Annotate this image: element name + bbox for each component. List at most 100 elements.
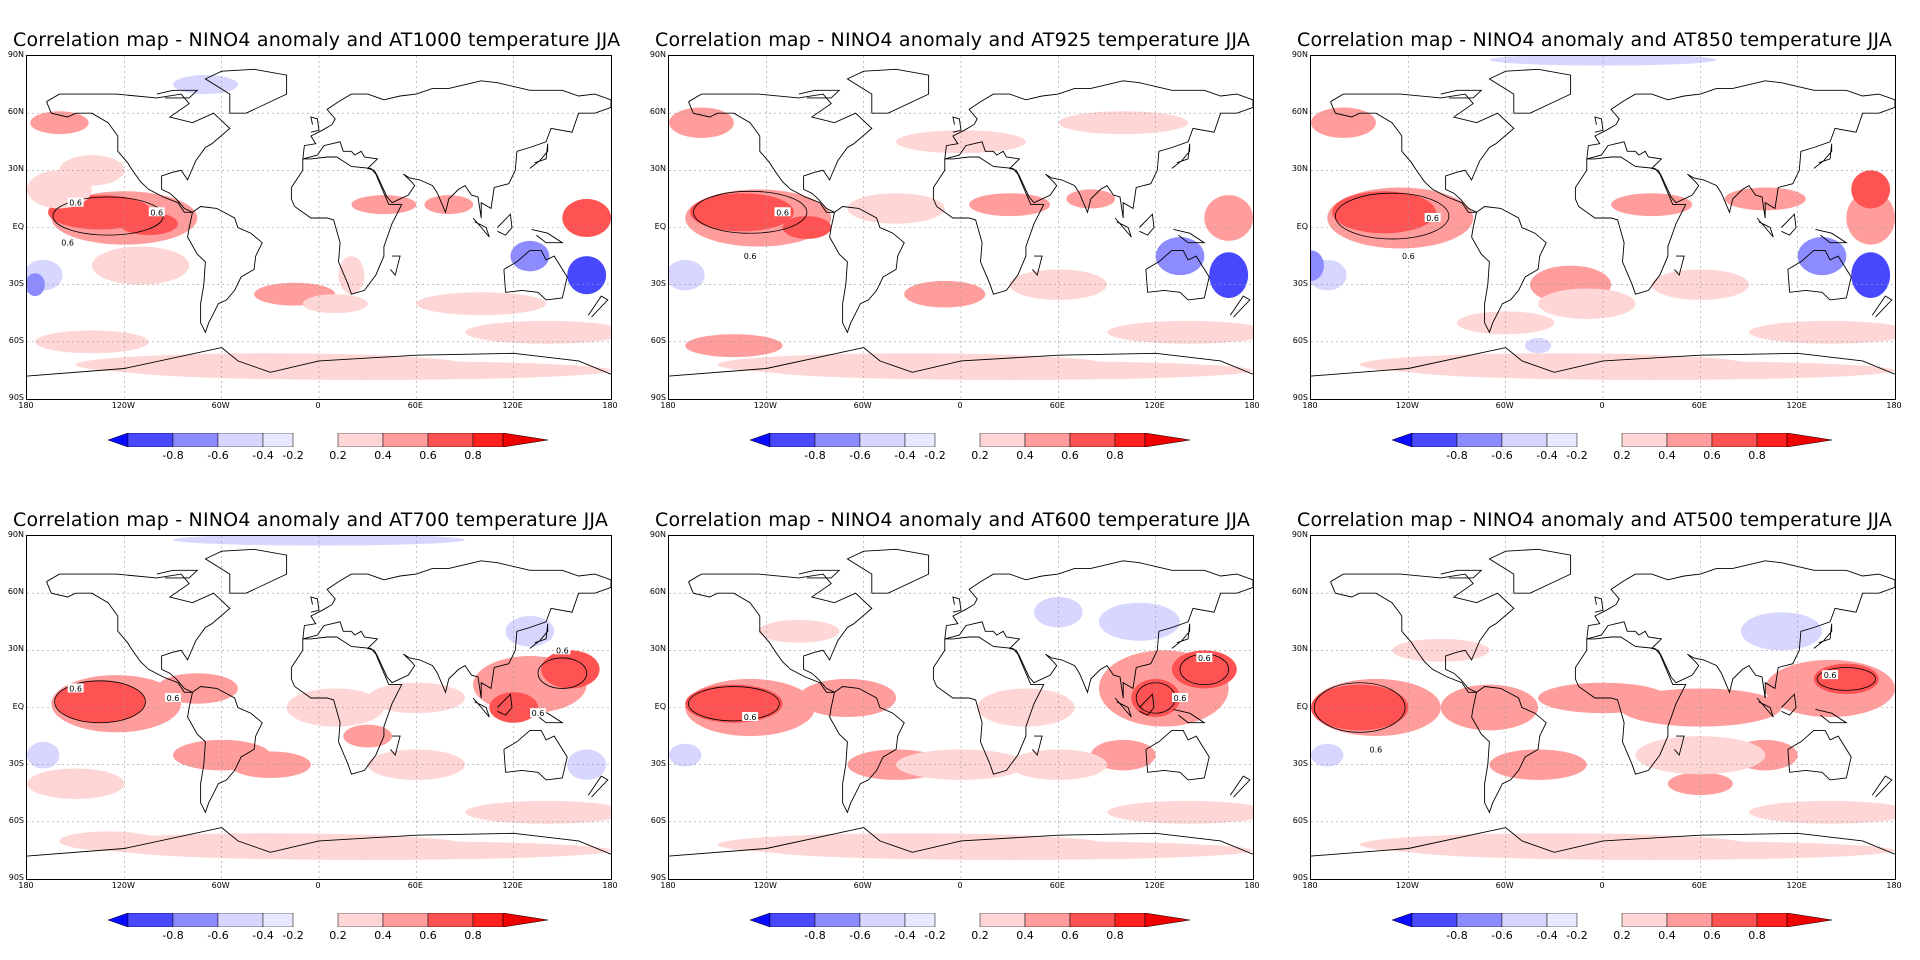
colorbar-label: -0.2 [1566,449,1588,462]
lon-tick-label: 120E [1786,401,1807,410]
coastline [669,347,1253,377]
panel-title: Correlation map - NINO4 anomaly and AT10… [13,29,621,51]
colorbar-label: 0.8 [1748,929,1766,942]
coastline [1330,573,1515,693]
coastline [798,569,841,579]
contour-label: 0.6 [1822,670,1839,680]
lat-tick-label: 90N [7,530,24,539]
lat-tick-label: 60S [1292,815,1308,825]
contour-label: 0.6 [774,207,791,217]
lon-tick-label: 120E [502,401,523,410]
contour-lines [1334,192,1450,240]
shaded-region [766,840,1253,860]
coastline [1173,228,1206,244]
coastline [529,623,549,649]
contour-lines [692,190,808,234]
coastline [46,573,231,693]
lat-tick-label: EQ [654,221,666,231]
colorbar-label: -0.4 [1536,449,1558,462]
colorbar-label: 0.4 [374,929,392,942]
colorbar-label: 0.4 [1016,449,1034,462]
map-frame: 0.6 0.6 0.6 [26,55,612,400]
shaded-region [173,75,238,95]
shaded-region [969,193,1051,217]
lon-tick-label: 120E [1786,881,1807,890]
shaded-region [1440,684,1539,731]
coastline [1471,686,1547,814]
colorbar-label: 0.2 [1613,449,1631,462]
lon-tick-label: 180 [18,401,34,410]
svg-text:0.6: 0.6 [150,208,163,217]
shaded-region [782,216,832,239]
lat-tick-label: 60N [1291,587,1308,597]
coastline [46,93,231,213]
lat-tick-label: 30N [1291,644,1308,654]
lat-tick-label: 90N [649,50,666,59]
coastline [472,217,490,238]
shaded-region [1740,612,1822,651]
lat-tick-label: EQ [654,701,666,711]
colorbar [749,912,1191,928]
shaded-region [1749,320,1895,344]
contour-label: 0.6 [1172,692,1188,703]
lat-tick-label: EQ [12,701,24,711]
lon-tick-label: 180 [1302,881,1318,890]
shaded-region [119,212,178,236]
panel-title: Correlation map - NINO4 anomaly and AT70… [13,509,609,531]
colorbar-label: 0.4 [1658,929,1676,942]
contour-0.6 [692,190,808,234]
lon-tick-label: 120E [1144,881,1165,890]
svg-text:0.6: 0.6 [69,199,82,208]
colorbar-label: 0.2 [329,929,347,942]
shaded-region [302,294,368,314]
svg-text:0.6: 0.6 [1198,654,1211,663]
colorbar-label: -0.6 [207,929,229,942]
shaded-region [367,749,466,780]
coastline [1032,735,1043,757]
shaded-region [1204,195,1253,241]
coastline [1032,255,1043,277]
correlation-map: 0.6 0.6 [1311,536,1895,879]
coastline [944,80,1253,219]
shaded-region [669,259,705,291]
lat-tick-label: 30S [1292,758,1308,768]
lat-tick-label: 30N [1291,164,1308,174]
colorbar [107,912,549,928]
colorbar-label: -0.4 [1536,929,1558,942]
colorbar-label: 0.8 [1106,449,1124,462]
coastline [1674,255,1685,277]
lon-tick-label: 180 [18,881,34,890]
coastline [1871,775,1893,798]
coastline [529,143,549,169]
coastline [531,228,564,244]
coastline [472,697,490,718]
colorbar-label: -0.2 [282,929,304,942]
colorbar-label: -0.6 [849,929,871,942]
lat-tick-label: 90S [650,873,666,882]
coastline [497,213,513,236]
lon-tick-label: 0 [1599,401,1605,410]
panel-title: Correlation map - NINO4 anomaly and AT60… [655,509,1251,531]
shaded-region [1851,252,1891,299]
shaded-region [286,688,384,727]
colorbar-label: -0.6 [1491,929,1513,942]
shading-layer [669,596,1253,860]
coastline [1781,213,1797,236]
colorbar-label: 0.8 [1748,449,1766,462]
lon-tick-label: 60W [211,401,230,410]
gridlines [669,536,1253,879]
coastline [1674,735,1685,757]
lat-tick-label: 60S [8,335,24,345]
lon-tick-label: 60W [1495,881,1514,890]
coastlines [27,68,611,377]
coastline [1440,569,1483,579]
coastline [587,775,609,798]
coastline [1311,347,1895,377]
map-panel-500: Correlation map - NINO4 anomaly and AT50… [1282,465,1920,945]
coastline [587,295,609,318]
colorbar-label: -0.2 [1566,929,1588,942]
svg-text:0.6: 0.6 [1174,694,1187,703]
colorbar-label: -0.4 [894,929,916,942]
correlation-map: 0.6 0.6 0.6 [669,536,1253,879]
shaded-region [1408,840,1895,860]
